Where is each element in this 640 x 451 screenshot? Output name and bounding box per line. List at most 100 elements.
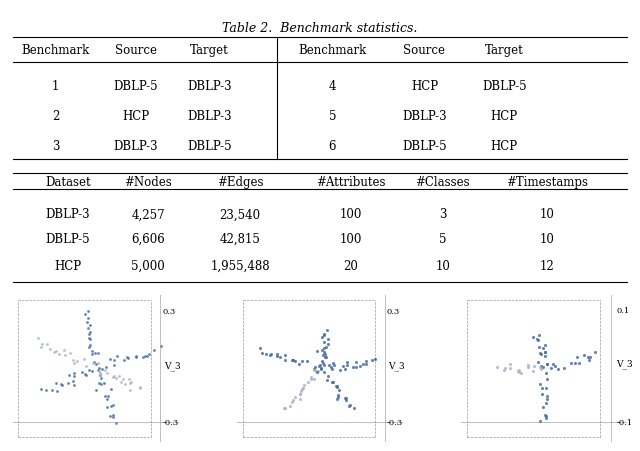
Point xyxy=(83,325,93,332)
Text: 100: 100 xyxy=(340,208,362,221)
Point xyxy=(302,358,312,365)
Point xyxy=(125,378,136,386)
Point xyxy=(546,364,556,372)
Point xyxy=(323,373,333,380)
Point xyxy=(287,357,298,364)
Point xyxy=(303,378,313,386)
Point xyxy=(524,364,534,371)
Point xyxy=(321,327,332,334)
Text: 0.1: 0.1 xyxy=(616,306,629,314)
Point xyxy=(106,355,116,363)
Point xyxy=(579,352,589,359)
Point xyxy=(548,361,559,368)
Point xyxy=(367,357,378,364)
Point xyxy=(332,382,342,390)
Text: HCP: HCP xyxy=(122,110,149,123)
Point xyxy=(84,331,94,338)
Point xyxy=(326,378,337,386)
Point xyxy=(102,369,112,377)
Text: -0.3: -0.3 xyxy=(163,419,179,426)
Point xyxy=(102,392,113,400)
Point xyxy=(515,367,525,374)
Point xyxy=(332,396,342,403)
Point xyxy=(271,352,282,359)
Point xyxy=(122,354,132,362)
Point xyxy=(306,373,316,381)
Point xyxy=(312,348,323,355)
Point xyxy=(271,351,282,358)
Point xyxy=(351,359,361,366)
Point xyxy=(294,361,305,368)
Point xyxy=(535,417,545,424)
Point xyxy=(533,359,543,366)
Text: DBLP-3: DBLP-3 xyxy=(187,80,232,93)
Point xyxy=(328,379,339,386)
Point xyxy=(60,352,70,359)
Point xyxy=(309,376,319,383)
Point xyxy=(52,387,62,395)
Text: 42,815: 42,815 xyxy=(220,232,260,245)
Text: #Edges: #Edges xyxy=(217,175,264,188)
Point xyxy=(287,399,297,406)
Point xyxy=(316,365,326,372)
Point xyxy=(79,355,89,363)
Text: HCP: HCP xyxy=(491,110,518,123)
Point xyxy=(317,347,328,354)
Point xyxy=(106,402,116,410)
Point xyxy=(65,350,76,357)
Point xyxy=(541,399,551,406)
Point xyxy=(94,368,104,375)
Point xyxy=(91,387,101,394)
Point xyxy=(69,369,79,377)
Point xyxy=(114,373,124,380)
Point xyxy=(96,374,106,381)
Text: DBLP-3: DBLP-3 xyxy=(46,208,90,221)
Point xyxy=(92,360,102,368)
Point xyxy=(321,344,332,351)
Point xyxy=(361,358,371,365)
Point xyxy=(513,367,523,374)
Point xyxy=(536,391,547,398)
Point xyxy=(309,367,319,374)
Text: 5: 5 xyxy=(439,232,447,245)
Point xyxy=(326,366,337,373)
Point xyxy=(341,396,351,404)
Point xyxy=(326,364,336,371)
Point xyxy=(120,381,130,388)
Point xyxy=(527,333,538,341)
Point xyxy=(542,360,552,368)
Point xyxy=(287,356,298,364)
Point xyxy=(328,360,338,367)
Point xyxy=(319,332,329,339)
Point xyxy=(550,362,560,369)
Point xyxy=(56,381,67,388)
Point xyxy=(296,385,307,392)
Text: #Attributes: #Attributes xyxy=(316,175,385,188)
Point xyxy=(42,341,52,348)
Point xyxy=(148,347,159,354)
Point xyxy=(553,366,563,373)
Point xyxy=(319,345,329,352)
Point xyxy=(124,380,134,387)
Point xyxy=(85,341,95,349)
Point xyxy=(320,351,330,358)
Point xyxy=(108,402,118,409)
Point xyxy=(88,359,99,366)
Point xyxy=(540,411,550,419)
Point xyxy=(156,342,166,350)
Point xyxy=(342,361,353,368)
Text: 100: 100 xyxy=(340,232,362,245)
Point xyxy=(541,385,551,392)
Point xyxy=(319,349,329,356)
Point xyxy=(295,391,305,398)
Text: 10: 10 xyxy=(540,232,555,245)
Point xyxy=(344,402,355,410)
Point xyxy=(111,374,121,382)
Text: Benchmark: Benchmark xyxy=(298,44,367,57)
Point xyxy=(54,350,64,358)
Point xyxy=(332,383,342,391)
Point xyxy=(317,352,328,359)
Text: 4,257: 4,257 xyxy=(131,208,164,221)
Text: V_3: V_3 xyxy=(164,360,180,370)
Point xyxy=(541,392,552,400)
